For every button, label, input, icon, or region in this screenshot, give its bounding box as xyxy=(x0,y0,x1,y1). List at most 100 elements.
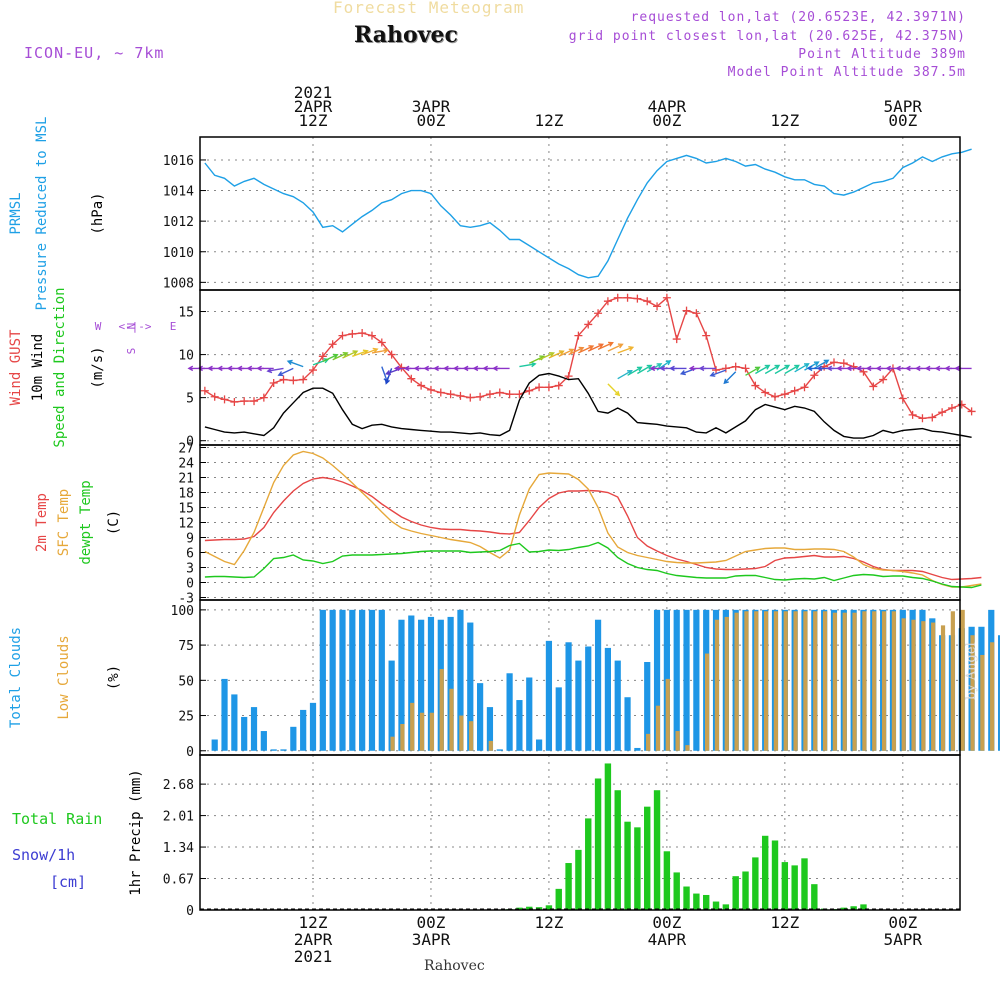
wind-arrow xyxy=(492,365,510,372)
clouds-bar-low-clouds xyxy=(429,712,434,751)
wind-arrow xyxy=(558,348,575,357)
wind-arrow xyxy=(755,364,771,375)
wind-arrow xyxy=(745,366,761,376)
precip-bar-total-rain xyxy=(712,901,720,910)
clouds-bar-total-clouds xyxy=(221,678,228,751)
precip-bar-total-rain xyxy=(811,884,818,910)
wind-arrow xyxy=(578,345,595,354)
bottom-time-label: 3APR xyxy=(412,930,451,949)
clouds-bar-low-clouds xyxy=(980,654,985,751)
pressure-ytick-label: 1010 xyxy=(163,246,194,261)
precip-bar-total-rain xyxy=(545,905,553,910)
wind-arrow xyxy=(597,341,614,351)
gust-marker xyxy=(879,375,888,384)
location-title: Rahovec xyxy=(354,22,458,48)
clouds-bar-total-clouds xyxy=(270,749,277,751)
clouds-bar-low-clouds xyxy=(773,611,779,751)
temperature-line-2m-temp xyxy=(204,476,982,581)
temperature-axis-label: (C) xyxy=(106,510,122,535)
gust-marker xyxy=(947,403,956,412)
gust-marker xyxy=(908,410,917,419)
clouds-bar-low-clouds xyxy=(803,611,808,751)
wind-arrow xyxy=(794,363,810,373)
precip-bar-total-rain xyxy=(801,858,808,910)
clouds-bar-total-clouds xyxy=(555,687,562,751)
clouds-bar-low-clouds xyxy=(842,612,847,751)
clouds-bar-total-clouds xyxy=(496,749,503,751)
gust-marker xyxy=(279,375,288,384)
bottom-time-label: 4APR xyxy=(648,930,687,949)
clouds-bar-total-clouds xyxy=(309,702,317,751)
gust-marker xyxy=(505,390,514,399)
gust-marker xyxy=(407,374,416,383)
top-time-label: 2APR xyxy=(294,97,333,116)
gust-marker xyxy=(967,407,976,416)
temperature-ytick-label: 15 xyxy=(178,502,194,517)
precip-bar-total-rain xyxy=(663,851,671,910)
requested-point: requested lon,lat (20.6523E, 42.3971N) xyxy=(630,10,966,25)
temperature-line-sfc-temp xyxy=(204,450,982,588)
gust-marker xyxy=(535,383,544,392)
precip-ytick-label: 2.01 xyxy=(163,810,194,825)
gust-marker xyxy=(338,331,347,340)
temperature-ytick-label: 3 xyxy=(186,562,194,577)
precip-panel: 0 0.67 1.34 2.01 2.68 1hr Precip (mm) Total Ra… xyxy=(12,754,961,919)
gust-marker xyxy=(299,375,308,384)
clouds-panel: 0 25 50 75 100 Total Clouds Low Clouds (%) xyxy=(8,599,1000,760)
temperature-axis-label: dewpt Temp xyxy=(78,480,94,564)
precip-bar-total-rain xyxy=(585,818,592,910)
pressure-axis-label: (hPa) xyxy=(90,192,106,234)
clouds-bar-low-clouds xyxy=(488,740,493,751)
clouds-bar-low-clouds xyxy=(862,611,867,751)
clouds-bar-low-clouds xyxy=(950,611,955,751)
clouds-bar-total-clouds xyxy=(526,677,533,751)
bottom-time-label: 00Z xyxy=(888,913,917,932)
wind-arrow xyxy=(277,367,294,377)
gust-marker xyxy=(525,386,534,395)
gust-marker xyxy=(869,382,878,391)
gust-marker xyxy=(417,381,426,390)
precip-bar-total-rain xyxy=(634,827,641,910)
gust-marker xyxy=(800,383,809,392)
clouds-bar-total-clouds xyxy=(614,660,621,751)
gust-marker xyxy=(643,297,652,306)
gust-marker xyxy=(446,390,455,399)
top-time-label: 3APR xyxy=(412,97,451,116)
gust-marker xyxy=(200,386,209,395)
precip-bar-total-rain xyxy=(683,886,690,910)
wind-arrow xyxy=(342,350,359,359)
precip-ytick-label: 0 xyxy=(186,904,194,919)
gust-marker xyxy=(810,371,819,380)
clouds-bar-low-clouds xyxy=(469,721,474,751)
wind-arrow xyxy=(813,359,830,370)
snow-label: Snow/1h xyxy=(12,846,75,864)
wind-arrow xyxy=(361,347,379,356)
pressure-ytick-label: 1012 xyxy=(163,215,194,230)
wind-arrow xyxy=(568,346,585,356)
clouds-bar-low-clouds xyxy=(665,678,670,751)
gust-marker xyxy=(653,302,662,311)
temperature-ytick-label: 0 xyxy=(186,577,194,592)
clouds-bar-total-clouds xyxy=(447,616,454,751)
gust-marker xyxy=(584,320,593,329)
pressure-ytick-label: 1016 xyxy=(163,154,194,169)
precip-bar-total-rain xyxy=(752,857,759,910)
bottom-time-label: 12Z xyxy=(299,913,328,932)
wind-arrow xyxy=(322,353,339,363)
clouds-bar-total-clouds xyxy=(418,619,425,751)
gust-marker xyxy=(771,392,780,401)
pressure-axis-label: PRMSL xyxy=(8,192,24,234)
wind-arrow xyxy=(371,347,390,354)
model-label: ICON-EU, ~ 7km xyxy=(24,44,165,62)
gust-marker xyxy=(240,397,249,406)
top-time-label: 12Z xyxy=(770,111,799,130)
clouds-bar-total-clouds xyxy=(516,700,523,751)
gust-marker xyxy=(938,408,947,417)
clouds-bar-total-clouds xyxy=(535,739,543,751)
clouds-bar-total-clouds xyxy=(368,609,376,751)
wind-arrow xyxy=(627,366,643,376)
wind-arrow xyxy=(784,364,800,375)
precip-ytick-label: 1.34 xyxy=(163,841,194,856)
precip-bar-total-rain xyxy=(624,821,631,910)
